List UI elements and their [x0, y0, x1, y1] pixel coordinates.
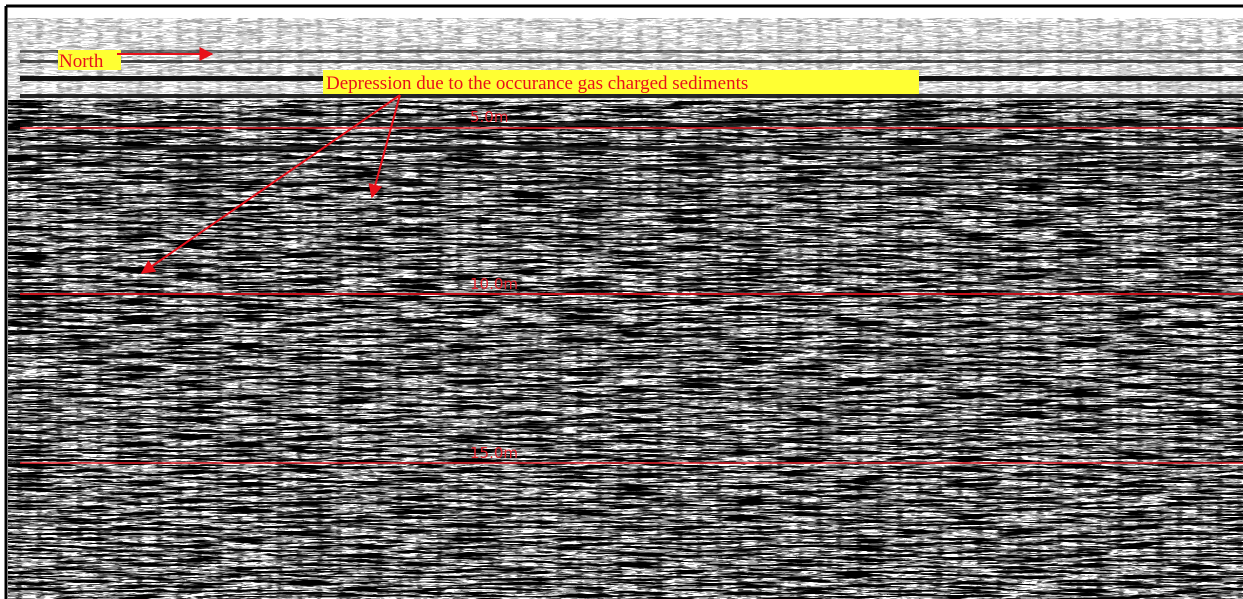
annotation-label: Depression due to the occurance gas char…	[326, 73, 748, 94]
depth-label: 5.0m	[470, 108, 508, 126]
seismic-profile	[8, 8, 1243, 599]
north-label: North	[59, 51, 104, 72]
seismic-figure: 5.0m 10.0m 15.0m North Depression due to…	[0, 0, 1243, 599]
depth-label: 10.0m	[470, 275, 518, 293]
depth-label: 15.0m	[470, 444, 518, 462]
